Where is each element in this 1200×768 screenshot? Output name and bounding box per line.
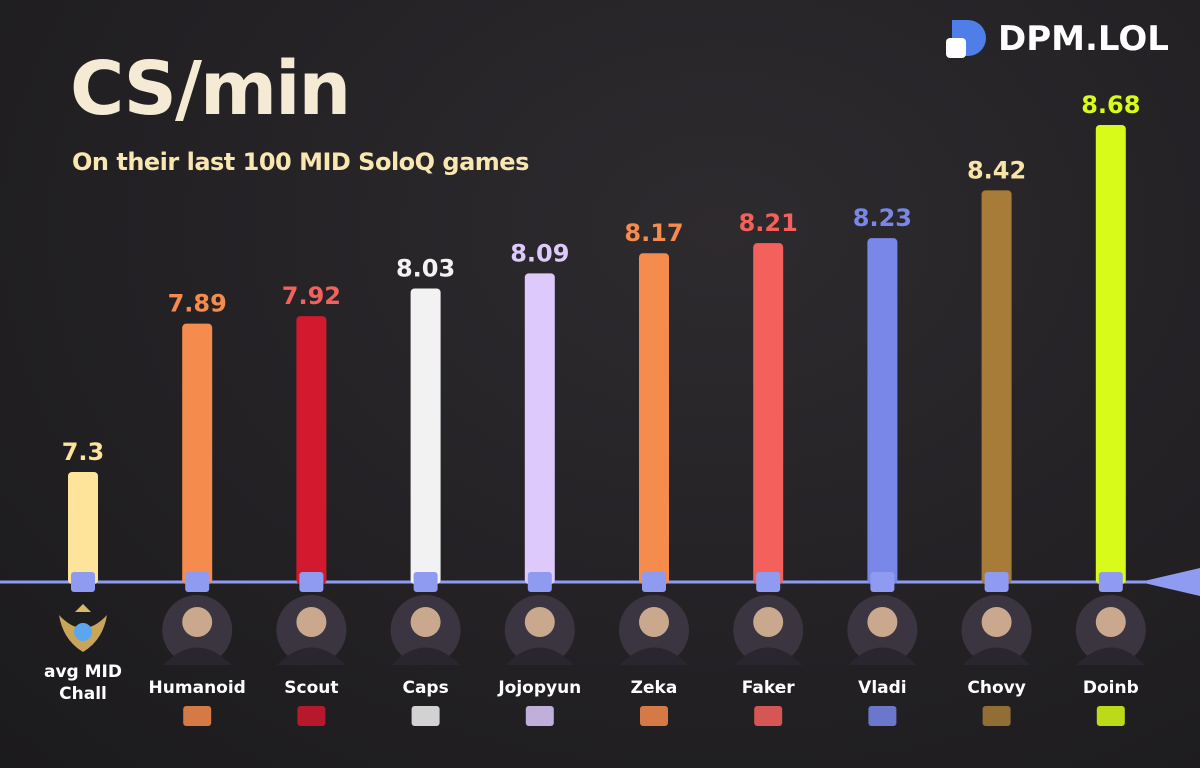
value-label: 7.3 (62, 438, 105, 466)
bar (68, 472, 98, 584)
category-label: Doinb (1083, 678, 1139, 698)
bar (981, 190, 1012, 584)
g2-logo-icon (411, 706, 440, 726)
bar-group: 7.92 Scout (276, 282, 347, 726)
dpm-logo-icon (944, 16, 990, 62)
player-avatar (276, 595, 347, 665)
fnatic-logo-icon (183, 706, 212, 726)
bar-group: 8.03 Caps (390, 254, 461, 726)
axis-tick-marker (299, 572, 324, 592)
bar (410, 288, 441, 584)
category-label: Caps (402, 678, 448, 698)
axis-tick-marker (185, 572, 210, 592)
bar (524, 273, 555, 584)
bar-group: 7.89 Humanoid (149, 290, 246, 726)
player-avatar (847, 595, 918, 665)
category-label: Scout (284, 678, 338, 698)
nip-logo-icon (1096, 706, 1125, 726)
player-avatar (733, 595, 804, 665)
axis-tick-marker (756, 572, 781, 592)
chart-subtitle: On their last 100 MID SoloQ games (72, 148, 529, 176)
value-label: 8.03 (396, 254, 455, 282)
value-label: 8.23 (853, 204, 912, 232)
koi-logo-icon (525, 706, 554, 726)
category-label: Jojopyun (497, 678, 581, 698)
bar-group: 8.23 Vladi (847, 204, 918, 726)
value-label: 7.92 (282, 282, 341, 310)
kcorp-logo-icon (868, 706, 897, 726)
category-label: avg MID Chall (44, 662, 122, 704)
axis-tick-marker (71, 572, 95, 592)
value-label: 8.17 (624, 219, 683, 247)
player-avatar (390, 595, 461, 665)
hanwha-logo-icon (640, 706, 668, 726)
player-avatar (961, 595, 1032, 665)
bar-group: 8.17 Zeka (619, 219, 689, 726)
bar-group: 8.42 Chovy (961, 156, 1032, 726)
bar-group: 7.3 avg MID Chall (44, 438, 122, 704)
value-label: 8.42 (967, 156, 1026, 184)
jdg-logo-icon (297, 706, 326, 726)
value-label: 7.89 (168, 290, 227, 318)
bar-group: 8.68 Doinb (1075, 91, 1146, 726)
axis-arrow-icon (1140, 568, 1200, 596)
bar (639, 253, 669, 584)
category-label: Chovy (967, 678, 1025, 698)
bar-group: 8.09 Jojopyun (497, 239, 581, 726)
bar-group: 8.21 Faker (733, 209, 804, 726)
axis-tick-marker (984, 572, 1009, 592)
t1-logo-icon (754, 706, 783, 726)
value-label: 8.21 (739, 209, 798, 237)
player-avatar (162, 595, 233, 665)
value-label: 8.68 (1081, 91, 1140, 119)
axis-tick-marker (413, 572, 438, 592)
bar (1095, 125, 1126, 584)
brand-logo: DPM.LOL (944, 14, 1184, 64)
chart-title: CS/min (70, 46, 351, 132)
bar (867, 238, 898, 585)
axis-tick-marker (527, 572, 552, 592)
player-avatar (619, 595, 689, 665)
bar (296, 316, 327, 584)
axis-tick-marker (642, 572, 666, 592)
value-label: 8.09 (510, 239, 569, 267)
axis-tick-marker (870, 572, 895, 592)
category-label: Faker (742, 678, 795, 698)
bar (182, 323, 213, 584)
axis-tick-marker (1098, 572, 1123, 592)
player-avatar (1075, 595, 1146, 665)
category-label: Humanoid (149, 678, 246, 698)
bar (753, 243, 784, 584)
geng-logo-icon (982, 706, 1011, 726)
category-label: Zeka (631, 678, 678, 698)
challenger-emblem-icon (59, 604, 107, 652)
category-label: Vladi (858, 678, 906, 698)
brand-name: DPM.LOL (998, 19, 1169, 59)
player-avatar (504, 595, 575, 665)
